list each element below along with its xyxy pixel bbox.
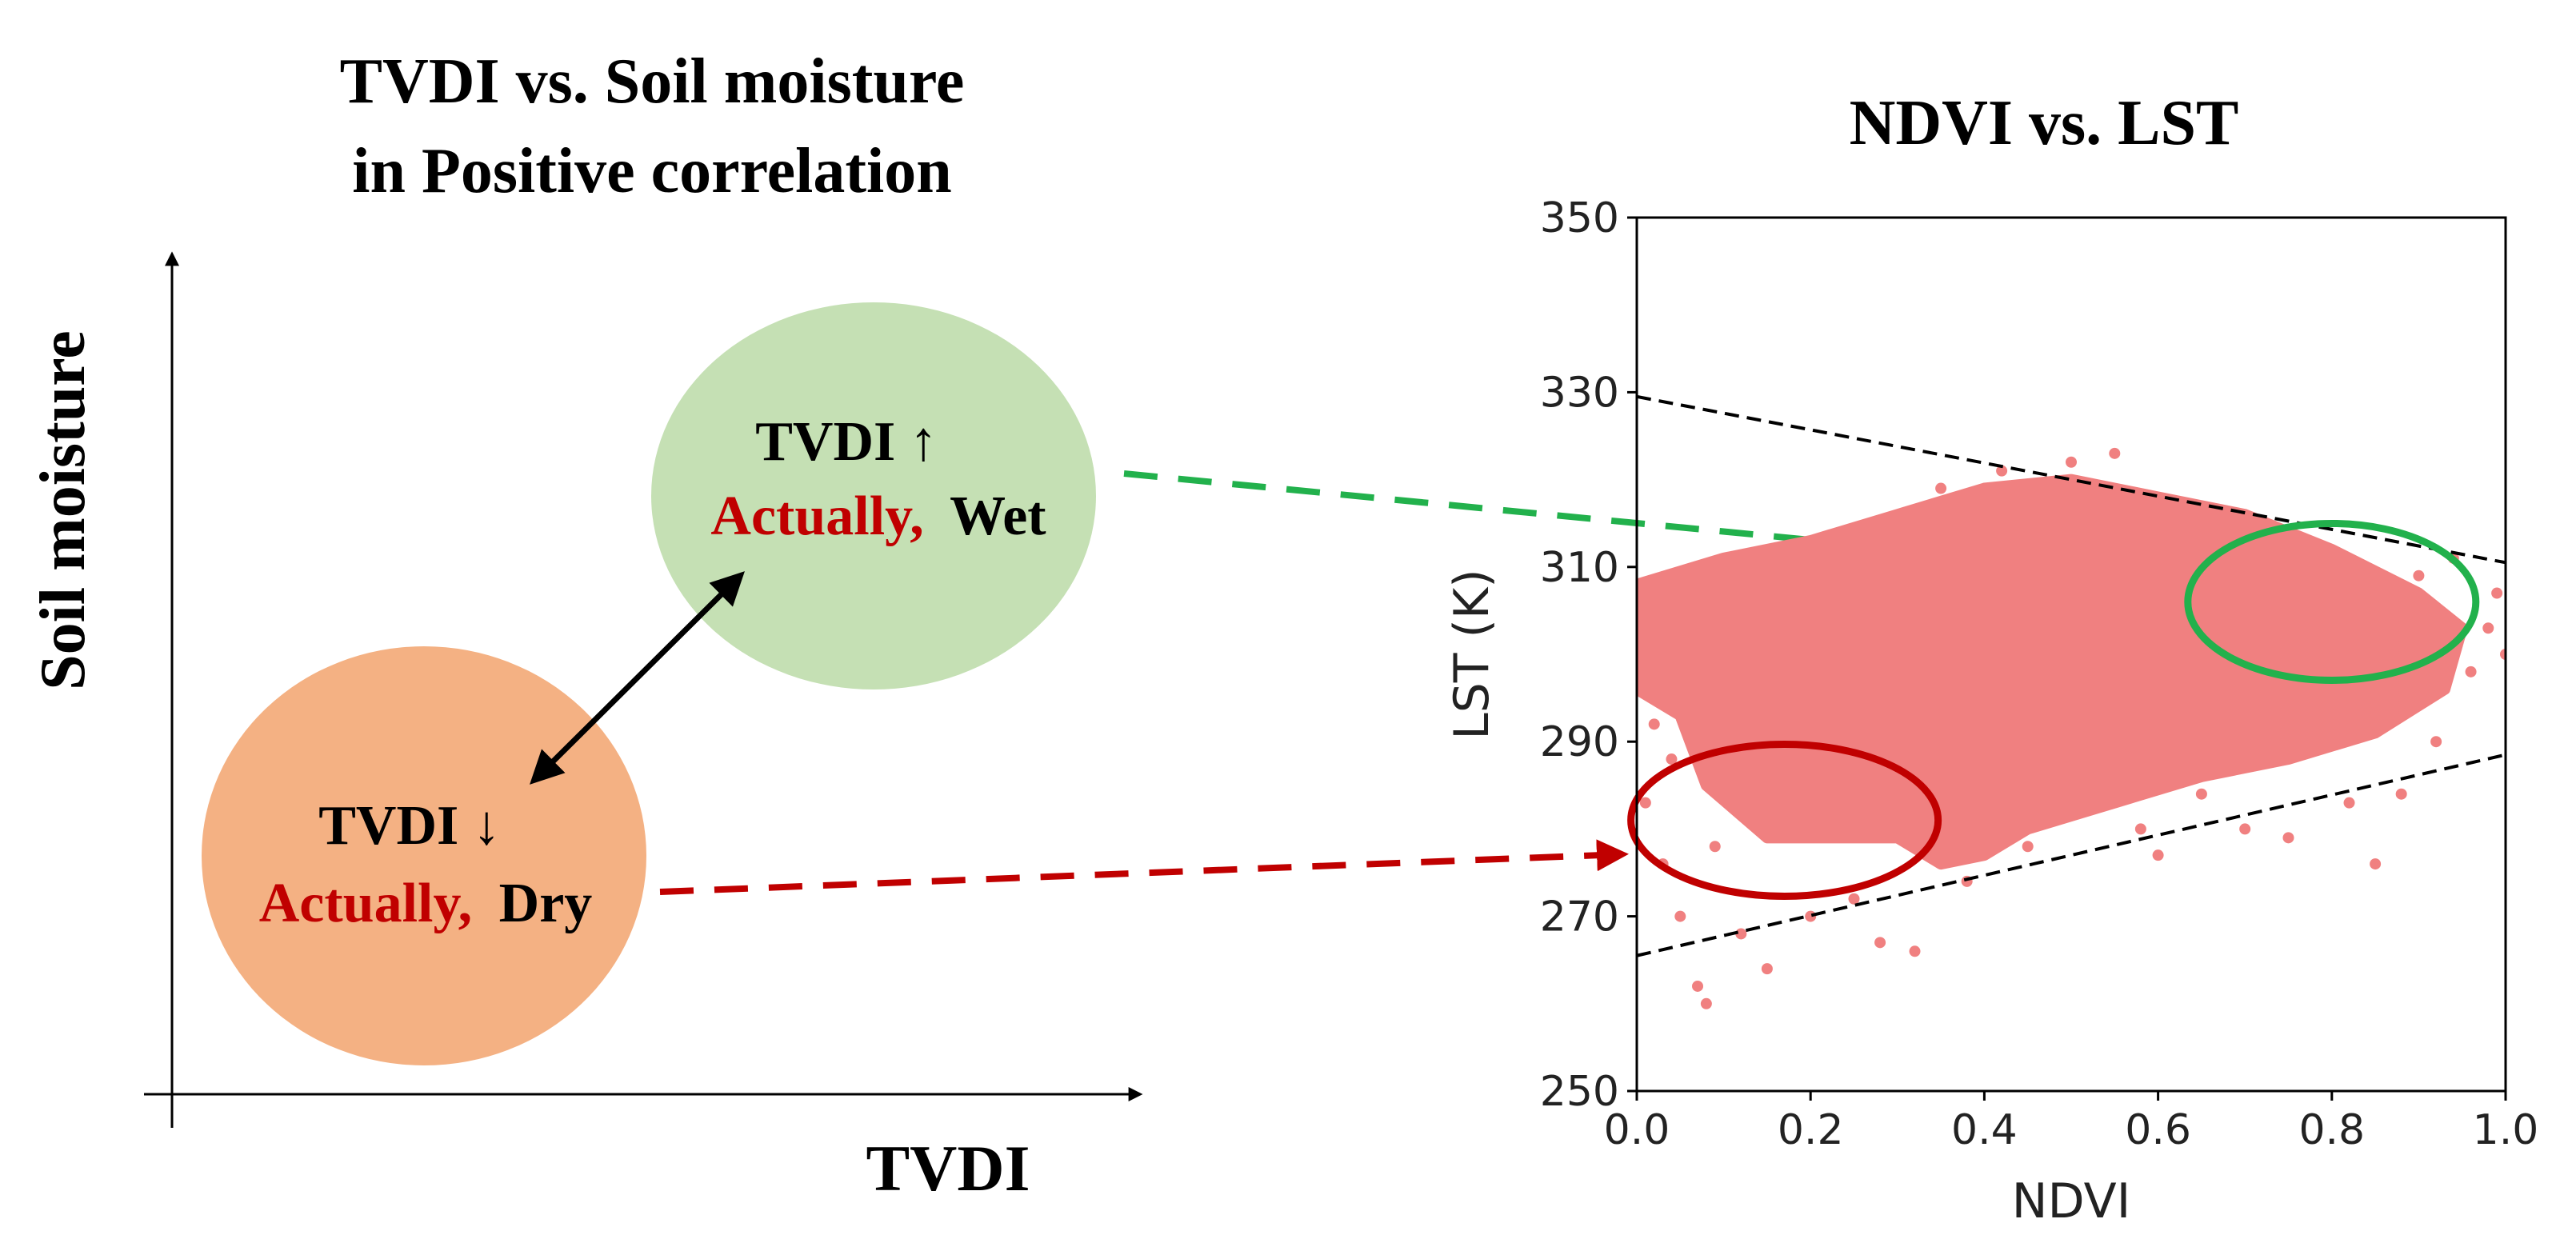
- scatter-point: [2109, 447, 2121, 459]
- wet-circle: [651, 302, 1096, 689]
- scatter-point: [2430, 736, 2442, 748]
- wet-highlight: Actually,: [710, 486, 923, 547]
- scatter-point: [2195, 788, 2207, 800]
- scatter-point: [2239, 823, 2251, 835]
- x-tick-label: 0.6: [2125, 1106, 2191, 1154]
- left-title-line1: TVDI vs. Soil moisture: [340, 46, 965, 117]
- scatter-point: [1935, 482, 1947, 494]
- scatter-point: [2343, 797, 2355, 809]
- x-tick-label: 0.8: [2298, 1106, 2365, 1154]
- dry-edge-line: [1637, 394, 2506, 565]
- y-axis-label: LST (K): [1444, 569, 1500, 739]
- x-tick-label: 0.0: [1604, 1106, 1670, 1154]
- dense-point-cloud: [1637, 474, 2468, 870]
- y-tick-label: 290: [1540, 718, 1619, 766]
- scatter-point: [1848, 893, 1860, 905]
- wet-circle-line2: Actually, Wet: [710, 486, 1046, 547]
- dry-word: Dry: [499, 873, 593, 934]
- wet-edge-line: [1637, 753, 2506, 957]
- scatter-point: [1692, 980, 1704, 992]
- y-tick-label: 330: [1540, 369, 1619, 417]
- y-ticks: 250 270 290 310 330 350: [1540, 194, 1637, 1116]
- y-tick-label: 350: [1540, 194, 1619, 242]
- scatter-point: [1639, 797, 1651, 809]
- scatter-point: [2066, 456, 2077, 468]
- scatter-point: [2022, 841, 2034, 853]
- dry-circle-line2: Actually, Dry: [259, 873, 593, 934]
- dry-highlight: Actually,: [259, 873, 472, 934]
- scatter-plot: 0.0 0.2 0.4 0.6 0.8 1.0 250 270 290 310 330 350: [1540, 194, 2539, 1154]
- left-title-line2: in Positive correlation: [352, 136, 952, 206]
- scatter-point: [2370, 858, 2382, 870]
- y-tick-label: 270: [1540, 893, 1619, 941]
- scatter-point: [1874, 937, 1886, 949]
- x-ticks: 0.0 0.2 0.4 0.6 0.8 1.0: [1604, 1091, 2539, 1154]
- left-x-axis-label: TVDI: [866, 1132, 1030, 1205]
- scatter-point: [2500, 649, 2506, 660]
- scatter-point: [1666, 753, 1678, 765]
- dry-circle-line1: TVDI ↓: [318, 795, 501, 857]
- scatter-point: [2482, 622, 2494, 634]
- scatter-point: [1996, 465, 2008, 477]
- scatter-point: [1709, 841, 1721, 853]
- y-tick-label: 310: [1540, 544, 1619, 592]
- scatter-point: [2134, 823, 2146, 835]
- x-tick-label: 1.0: [2473, 1106, 2539, 1154]
- scatter-point: [1700, 997, 1712, 1009]
- scatter-point: [2465, 665, 2477, 677]
- wet-highlight-ellipse: [2184, 519, 2480, 684]
- plot-frame: [1635, 216, 2507, 1093]
- double-arrow: [530, 571, 745, 785]
- scatter-point: [2413, 570, 2425, 582]
- scatter-point: [1761, 963, 1773, 975]
- chart-title: NDVI vs. LST: [1850, 88, 2239, 158]
- scatter-point: [1805, 910, 1817, 922]
- scatter-point: [2282, 832, 2294, 844]
- scatter-points: [1639, 447, 2506, 1009]
- scatter-point: [1648, 718, 1660, 730]
- scatter-point: [2491, 587, 2503, 599]
- wet-circle-line1: TVDI ↑: [755, 411, 938, 473]
- scatter-point: [2152, 849, 2164, 861]
- scatter-point: [1674, 910, 1686, 922]
- left-y-axis-label: Soil moisture: [28, 330, 98, 690]
- scatter-point: [2395, 788, 2407, 800]
- red-dashed-arrow: [659, 839, 1629, 895]
- x-tick-label: 0.4: [1951, 1106, 2018, 1154]
- x-axis-label: NDVI: [2012, 1173, 2131, 1229]
- dry-highlight-ellipse: [1627, 740, 1942, 900]
- scatter-point: [1909, 945, 1921, 957]
- wet-word: Wet: [950, 486, 1046, 547]
- scatter-point: [1735, 928, 1747, 940]
- x-tick-label: 0.2: [1778, 1106, 1844, 1154]
- y-tick-label: 250: [1540, 1068, 1619, 1116]
